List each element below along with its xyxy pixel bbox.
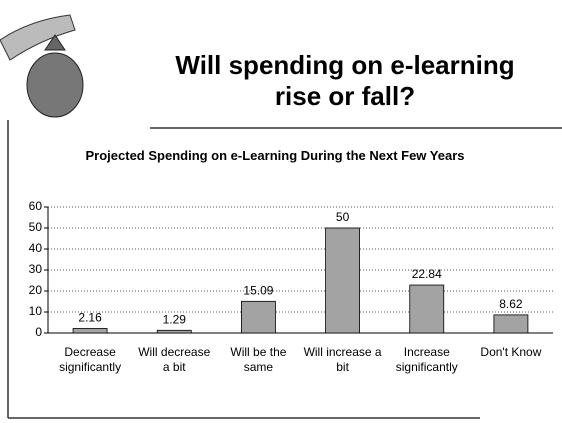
x-tick-label: Decrease significantly: [59, 345, 122, 374]
bar: [72, 328, 108, 334]
slide-title: Will spending on e-learning rise or fall…: [175, 50, 515, 111]
x-tick-label: Will increase a bit: [303, 345, 382, 374]
y-tick-label: 0: [35, 325, 42, 339]
x-tick-label: Don't Know: [480, 345, 542, 359]
y-tick-label: 40: [29, 241, 43, 255]
bar: [241, 300, 276, 334]
money-bag-icon: [0, 14, 84, 118]
x-tick-label: Will be the same: [230, 345, 287, 374]
y-tick-label: 60: [29, 199, 43, 213]
y-tick-label: 20: [29, 283, 43, 297]
value-label: 2.16: [78, 311, 102, 325]
chart-title: Projected Spending on e-Learning During …: [85, 148, 465, 163]
bar: [493, 314, 529, 334]
y-tick-label: 30: [29, 262, 43, 276]
value-label: 22.84: [412, 267, 442, 281]
value-label: 8.62: [499, 297, 523, 311]
bar: [325, 227, 360, 334]
bar: [156, 329, 192, 334]
y-tick-label: 50: [29, 220, 43, 234]
value-label: 50: [336, 210, 350, 224]
y-tick-label: 10: [29, 304, 43, 318]
value-label: 1.29: [163, 312, 187, 326]
bar: [409, 284, 445, 334]
value-label: 15.09: [243, 283, 273, 297]
x-tick-label: Will decrease a bit: [138, 345, 211, 374]
x-tick-label: Increase significantly: [395, 345, 458, 374]
